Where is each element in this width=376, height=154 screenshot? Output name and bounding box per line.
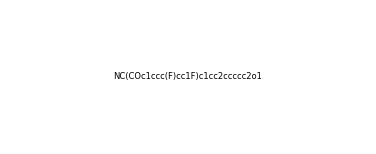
Text: NC(COc1ccc(F)cc1F)c1cc2ccccc2o1: NC(COc1ccc(F)cc1F)c1cc2ccccc2o1 xyxy=(114,73,262,81)
